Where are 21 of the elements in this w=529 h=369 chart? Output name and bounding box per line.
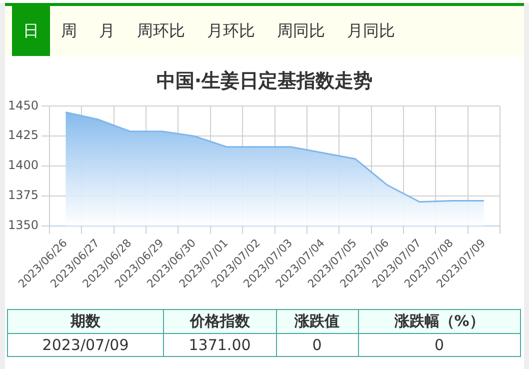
text: 1371.00: [164, 334, 276, 356]
text: 日: [12, 6, 50, 56]
text: 月同比: [346, 20, 396, 42]
text: 0: [358, 334, 520, 356]
y-tick-label: 1375: [8, 188, 39, 202]
y-tick-label: 1350: [8, 218, 39, 232]
text: 周: [60, 20, 78, 42]
text: 期数: [8, 310, 164, 334]
chart-title: 中国·生姜日定基指数走势: [155, 69, 374, 94]
y-tick-label: 1400: [8, 158, 39, 172]
text: 周环比: [136, 20, 186, 42]
text: 月: [98, 20, 116, 42]
text: 周同比: [276, 20, 326, 42]
y-tick-label: 1450: [8, 98, 39, 112]
text: 2023/07/09: [8, 334, 164, 356]
text: 涨跌幅（%）: [358, 310, 520, 334]
text: 价格指数: [164, 310, 276, 334]
text: 月环比: [206, 20, 256, 42]
text: 0: [276, 334, 358, 356]
text: 涨跌值: [276, 310, 358, 334]
y-tick-label: 1425: [8, 128, 39, 142]
